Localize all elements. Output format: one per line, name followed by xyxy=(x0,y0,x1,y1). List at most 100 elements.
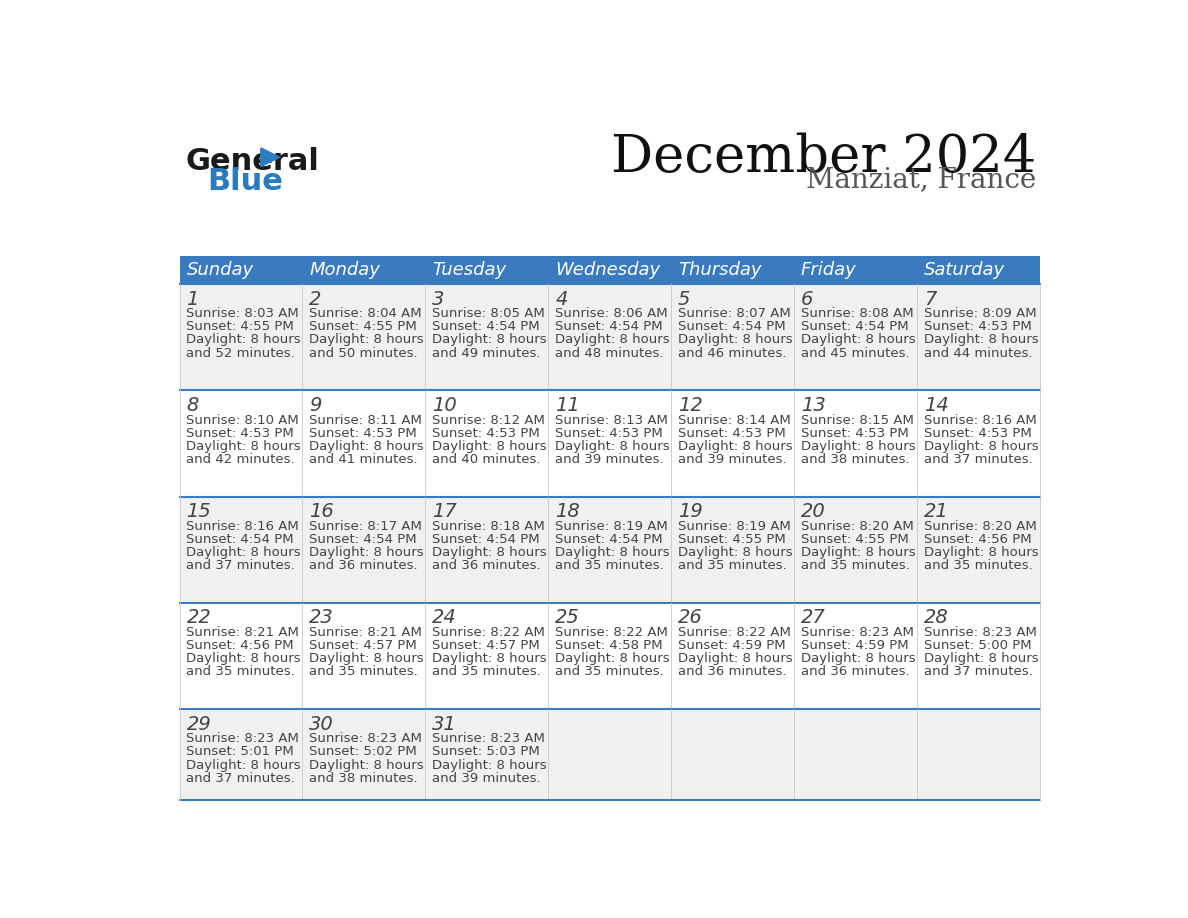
Text: Daylight: 8 hours: Daylight: 8 hours xyxy=(678,440,792,453)
Text: and 38 minutes.: and 38 minutes. xyxy=(309,772,418,785)
Text: Sunset: 5:03 PM: Sunset: 5:03 PM xyxy=(432,745,541,758)
Text: 2: 2 xyxy=(309,289,322,308)
Text: 4: 4 xyxy=(555,289,568,308)
Text: 28: 28 xyxy=(924,609,948,627)
Text: and 35 minutes.: and 35 minutes. xyxy=(924,559,1032,572)
Text: Daylight: 8 hours: Daylight: 8 hours xyxy=(309,440,424,453)
Text: Daylight: 8 hours: Daylight: 8 hours xyxy=(678,653,792,666)
Text: and 40 minutes.: and 40 minutes. xyxy=(432,453,541,465)
Text: Sunset: 4:53 PM: Sunset: 4:53 PM xyxy=(924,427,1031,440)
Text: 10: 10 xyxy=(432,396,457,415)
Text: Daylight: 8 hours: Daylight: 8 hours xyxy=(309,653,424,666)
Text: and 35 minutes.: and 35 minutes. xyxy=(555,559,664,572)
Text: and 52 minutes.: and 52 minutes. xyxy=(187,347,296,360)
Bar xyxy=(179,256,1040,285)
Text: 26: 26 xyxy=(678,609,703,627)
Text: 31: 31 xyxy=(432,714,457,733)
Text: 25: 25 xyxy=(555,609,580,627)
Text: Daylight: 8 hours: Daylight: 8 hours xyxy=(432,333,546,346)
Text: Sunset: 4:54 PM: Sunset: 4:54 PM xyxy=(187,532,295,546)
Text: Thursday: Thursday xyxy=(678,262,762,279)
Text: Sunset: 4:58 PM: Sunset: 4:58 PM xyxy=(555,639,663,652)
Text: 12: 12 xyxy=(678,396,703,415)
Text: 30: 30 xyxy=(309,714,334,733)
Text: Friday: Friday xyxy=(801,262,857,279)
Text: Sunrise: 8:04 AM: Sunrise: 8:04 AM xyxy=(309,308,422,320)
Text: 1: 1 xyxy=(187,289,198,308)
Text: 29: 29 xyxy=(187,714,211,733)
Bar xyxy=(179,603,1040,710)
Text: Sunrise: 8:22 AM: Sunrise: 8:22 AM xyxy=(555,626,668,639)
Text: Sunrise: 8:15 AM: Sunrise: 8:15 AM xyxy=(801,413,914,427)
Text: Sunrise: 8:06 AM: Sunrise: 8:06 AM xyxy=(555,308,668,320)
Text: Wednesday: Wednesday xyxy=(555,262,661,279)
Text: Daylight: 8 hours: Daylight: 8 hours xyxy=(187,440,301,453)
Text: 15: 15 xyxy=(187,502,211,521)
Text: Daylight: 8 hours: Daylight: 8 hours xyxy=(309,333,424,346)
Text: Sunset: 4:59 PM: Sunset: 4:59 PM xyxy=(801,639,909,652)
Text: and 42 minutes.: and 42 minutes. xyxy=(187,453,295,465)
Text: Sunset: 4:55 PM: Sunset: 4:55 PM xyxy=(187,320,295,333)
Text: and 49 minutes.: and 49 minutes. xyxy=(432,347,541,360)
Text: Manziat, France: Manziat, France xyxy=(805,166,1036,194)
Text: and 35 minutes.: and 35 minutes. xyxy=(309,666,418,678)
Text: Sunrise: 8:18 AM: Sunrise: 8:18 AM xyxy=(432,520,545,532)
Text: December 2024: December 2024 xyxy=(611,131,1036,183)
Text: Tuesday: Tuesday xyxy=(432,262,506,279)
Text: Sunset: 4:53 PM: Sunset: 4:53 PM xyxy=(924,320,1031,333)
Bar xyxy=(179,390,1040,497)
Text: 6: 6 xyxy=(801,289,814,308)
Text: and 36 minutes.: and 36 minutes. xyxy=(678,666,786,678)
Text: and 35 minutes.: and 35 minutes. xyxy=(801,559,910,572)
Text: General: General xyxy=(185,147,320,176)
Text: Sunset: 4:53 PM: Sunset: 4:53 PM xyxy=(678,427,785,440)
Text: Sunset: 4:54 PM: Sunset: 4:54 PM xyxy=(555,532,663,546)
Text: Daylight: 8 hours: Daylight: 8 hours xyxy=(432,546,546,559)
Text: Sunrise: 8:19 AM: Sunrise: 8:19 AM xyxy=(678,520,791,532)
Text: Daylight: 8 hours: Daylight: 8 hours xyxy=(555,653,670,666)
Text: Daylight: 8 hours: Daylight: 8 hours xyxy=(801,333,916,346)
Text: Sunset: 4:57 PM: Sunset: 4:57 PM xyxy=(432,639,541,652)
Text: and 35 minutes.: and 35 minutes. xyxy=(555,666,664,678)
Text: Sunrise: 8:08 AM: Sunrise: 8:08 AM xyxy=(801,308,914,320)
Bar xyxy=(179,497,1040,603)
Text: Sunset: 4:53 PM: Sunset: 4:53 PM xyxy=(309,427,417,440)
Text: 14: 14 xyxy=(924,396,948,415)
Text: Sunset: 4:59 PM: Sunset: 4:59 PM xyxy=(678,639,785,652)
Text: 16: 16 xyxy=(309,502,334,521)
Text: Sunset: 4:56 PM: Sunset: 4:56 PM xyxy=(924,532,1031,546)
Text: Saturday: Saturday xyxy=(924,262,1005,279)
Text: 18: 18 xyxy=(555,502,580,521)
Text: Daylight: 8 hours: Daylight: 8 hours xyxy=(187,758,301,771)
Text: Sunrise: 8:09 AM: Sunrise: 8:09 AM xyxy=(924,308,1036,320)
Text: Sunday: Sunday xyxy=(187,262,253,279)
Text: 21: 21 xyxy=(924,502,948,521)
Text: and 35 minutes.: and 35 minutes. xyxy=(432,666,541,678)
Text: Daylight: 8 hours: Daylight: 8 hours xyxy=(924,653,1038,666)
Text: Sunrise: 8:17 AM: Sunrise: 8:17 AM xyxy=(309,520,422,532)
Text: Sunrise: 8:07 AM: Sunrise: 8:07 AM xyxy=(678,308,791,320)
Text: 3: 3 xyxy=(432,289,444,308)
Text: Sunset: 4:54 PM: Sunset: 4:54 PM xyxy=(678,320,785,333)
Text: Daylight: 8 hours: Daylight: 8 hours xyxy=(309,546,424,559)
Text: 5: 5 xyxy=(678,289,690,308)
Text: Sunrise: 8:13 AM: Sunrise: 8:13 AM xyxy=(555,413,668,427)
Text: Blue: Blue xyxy=(208,166,283,196)
Text: Sunset: 4:54 PM: Sunset: 4:54 PM xyxy=(432,320,539,333)
Text: 17: 17 xyxy=(432,502,457,521)
Text: Daylight: 8 hours: Daylight: 8 hours xyxy=(801,546,916,559)
Text: Daylight: 8 hours: Daylight: 8 hours xyxy=(678,546,792,559)
Text: Daylight: 8 hours: Daylight: 8 hours xyxy=(801,653,916,666)
Text: 19: 19 xyxy=(678,502,703,521)
Text: Sunset: 4:57 PM: Sunset: 4:57 PM xyxy=(309,639,417,652)
Text: Sunrise: 8:16 AM: Sunrise: 8:16 AM xyxy=(924,413,1037,427)
Text: 20: 20 xyxy=(801,502,826,521)
Text: and 37 minutes.: and 37 minutes. xyxy=(187,559,296,572)
Text: Sunrise: 8:22 AM: Sunrise: 8:22 AM xyxy=(432,626,545,639)
Text: Daylight: 8 hours: Daylight: 8 hours xyxy=(187,546,301,559)
Text: and 39 minutes.: and 39 minutes. xyxy=(432,772,541,785)
Bar xyxy=(179,710,1040,800)
Text: Sunrise: 8:14 AM: Sunrise: 8:14 AM xyxy=(678,413,791,427)
Text: 11: 11 xyxy=(555,396,580,415)
Text: Sunrise: 8:20 AM: Sunrise: 8:20 AM xyxy=(924,520,1037,532)
